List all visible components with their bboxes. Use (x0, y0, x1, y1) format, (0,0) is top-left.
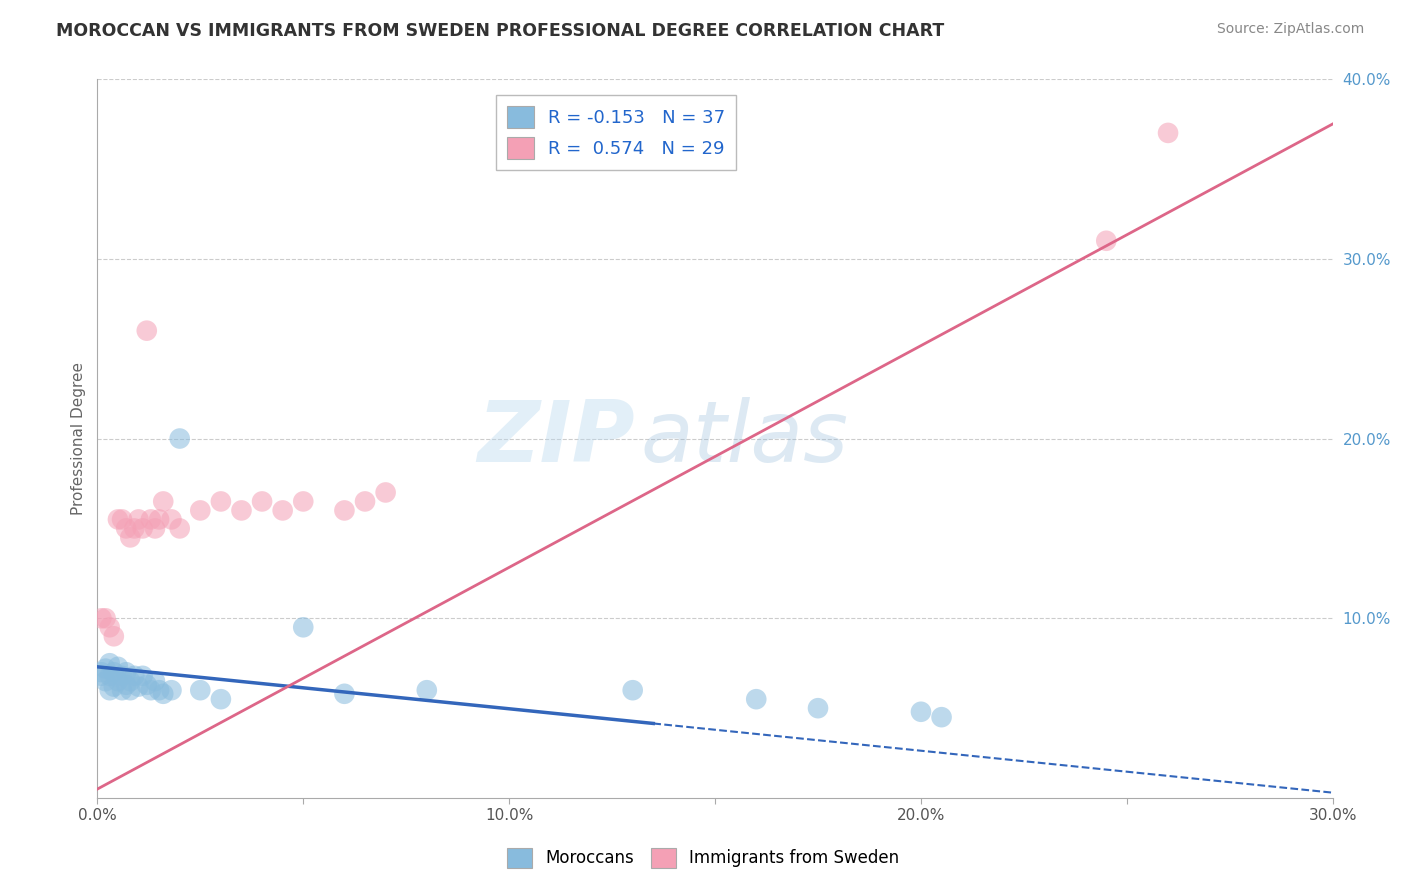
Text: ZIP: ZIP (477, 397, 634, 480)
Point (188, 503, 211, 517)
Point (90, 669, 112, 683)
Point (209, 692, 232, 706)
Legend: R = -0.153   N = 37, R =  0.574   N = 29: R = -0.153 N = 37, R = 0.574 N = 29 (496, 95, 737, 170)
Point (103, 680, 125, 694)
Point (94, 611, 117, 625)
Point (231, 503, 253, 517)
Point (160, 512, 183, 526)
Point (94, 674, 117, 689)
Point (124, 669, 146, 683)
Point (139, 683, 162, 698)
Point (98, 620, 121, 634)
Point (98, 669, 121, 683)
Point (292, 620, 315, 634)
Point (621, 683, 644, 698)
Point (98, 683, 121, 698)
Point (98, 657, 121, 671)
Point (333, 503, 356, 517)
Point (90, 611, 112, 625)
Point (115, 665, 138, 680)
Point (209, 494, 232, 508)
Point (292, 494, 315, 508)
Text: atlas: atlas (641, 397, 849, 480)
Point (1157, 126, 1180, 140)
Point (910, 705, 932, 719)
Point (143, 674, 166, 689)
Point (354, 494, 377, 508)
Point (111, 683, 134, 698)
Point (333, 687, 356, 701)
Point (115, 678, 138, 692)
Point (143, 521, 166, 535)
Point (111, 669, 134, 683)
Point (111, 512, 134, 526)
Point (152, 687, 174, 701)
Point (107, 512, 129, 526)
Point (131, 669, 153, 683)
Point (124, 521, 146, 535)
Point (188, 683, 211, 698)
Point (135, 678, 157, 692)
Y-axis label: Professional Degree: Professional Degree (72, 362, 86, 515)
Point (271, 503, 294, 517)
Point (103, 665, 125, 680)
Point (115, 521, 138, 535)
Point (745, 692, 768, 706)
Point (1095, 234, 1118, 248)
Point (807, 701, 830, 715)
Point (169, 521, 191, 535)
Point (120, 683, 142, 698)
Point (107, 674, 129, 689)
Point (103, 629, 125, 643)
Point (128, 512, 150, 526)
Point (374, 485, 396, 500)
Point (152, 494, 174, 508)
Point (160, 683, 183, 698)
Text: Source: ZipAtlas.com: Source: ZipAtlas.com (1216, 22, 1364, 37)
Point (169, 432, 191, 446)
Point (94, 662, 117, 676)
Point (931, 710, 953, 724)
Point (250, 494, 273, 508)
Point (131, 521, 153, 535)
Point (90, 665, 112, 680)
Text: MOROCCAN VS IMMIGRANTS FROM SWEDEN PROFESSIONAL DEGREE CORRELATION CHART: MOROCCAN VS IMMIGRANTS FROM SWEDEN PROFE… (56, 22, 945, 40)
Point (128, 680, 150, 694)
Point (139, 512, 162, 526)
Point (148, 683, 170, 698)
Point (107, 660, 129, 674)
Point (120, 530, 142, 544)
Point (148, 512, 170, 526)
Point (416, 683, 439, 698)
Point (135, 324, 157, 338)
Legend: Moroccans, Immigrants from Sweden: Moroccans, Immigrants from Sweden (501, 841, 905, 875)
Point (120, 674, 142, 689)
